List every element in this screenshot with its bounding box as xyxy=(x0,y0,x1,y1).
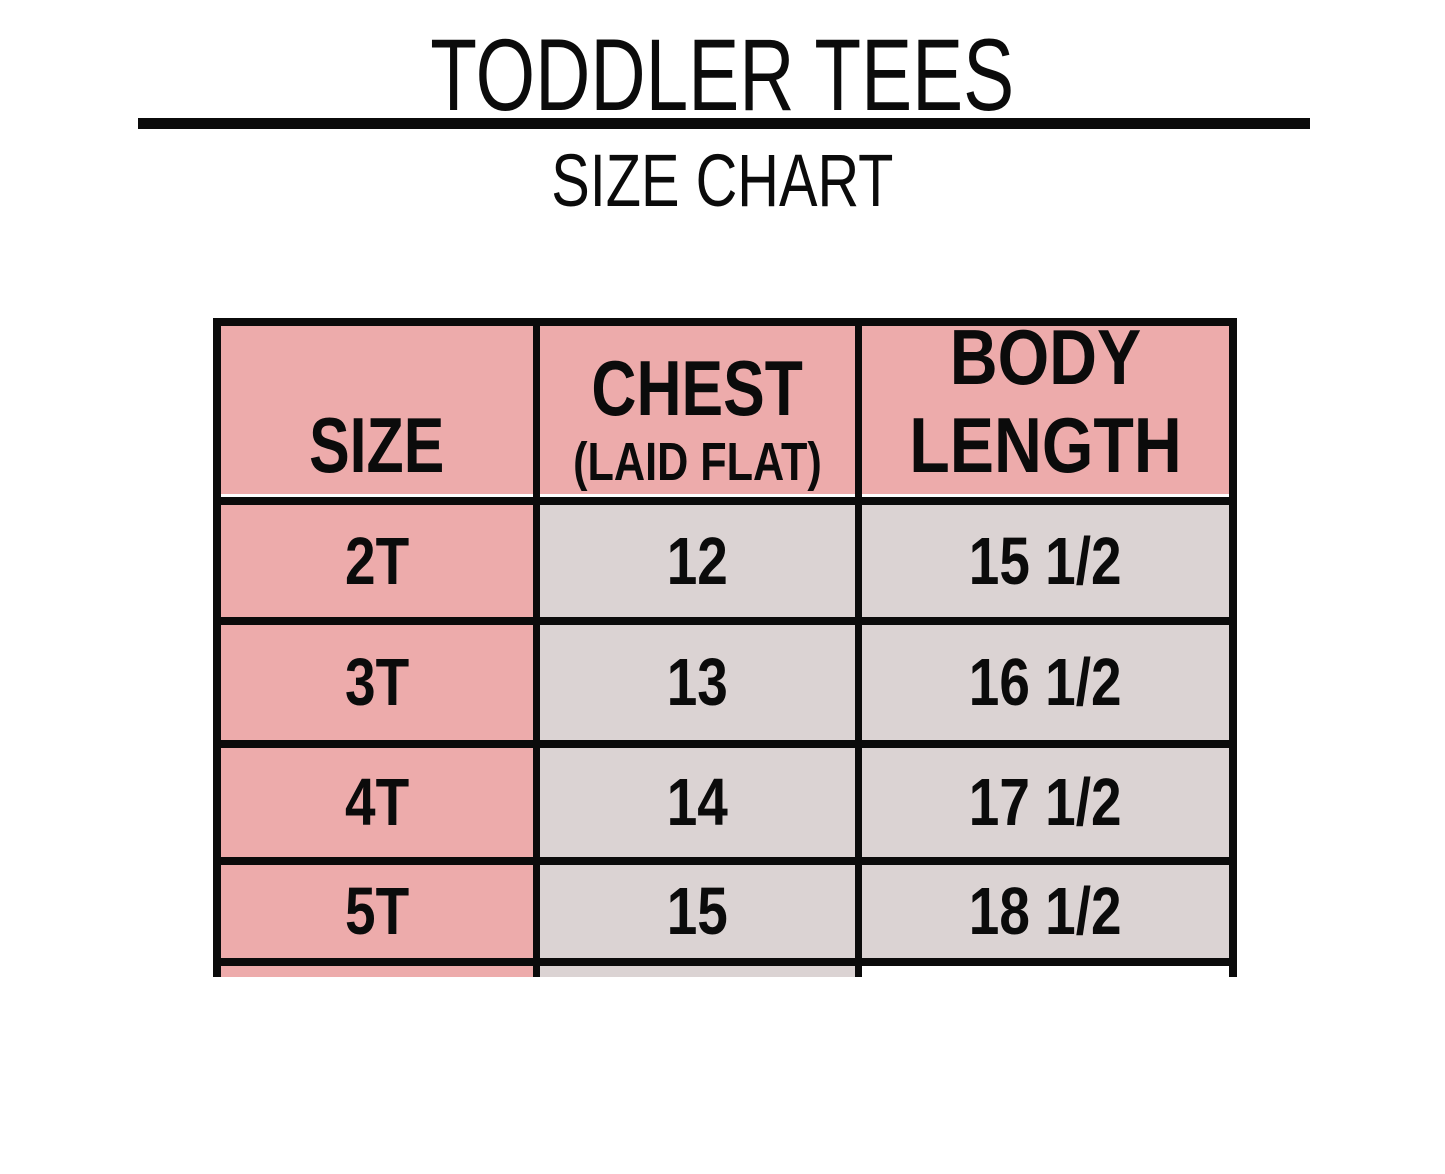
header-cell-body-length: BODY LENGTH xyxy=(855,314,1229,494)
header-label-chest: CHEST xyxy=(591,343,804,432)
table-row-3t: 3T 13 16 1/2 xyxy=(221,617,1229,740)
header-cell-chest: CHEST (LAID FLAT) xyxy=(533,326,855,494)
cropped-row-sliver xyxy=(221,966,1229,977)
table-row-5t: 5T 15 18 1/2 xyxy=(221,857,1229,958)
chest-cell: 12 xyxy=(533,505,855,617)
body-length-cell: 18 1/2 xyxy=(855,865,1229,958)
header-cell-size: SIZE xyxy=(221,326,533,494)
size-cell: 5T xyxy=(221,865,533,958)
chest-cell: 15 xyxy=(533,865,855,958)
size-cell: 4T xyxy=(221,748,533,857)
title-divider-rule xyxy=(138,118,1310,129)
chest-cell: 13 xyxy=(533,625,855,740)
table-row-2t: 2T 12 15 1/2 xyxy=(221,497,1229,617)
header-seam xyxy=(221,494,1229,497)
body-length-cell: 16 1/2 xyxy=(855,625,1229,740)
page-subtitle: SIZE CHART xyxy=(0,144,1445,218)
table-row-4t: 4T 14 17 1/2 xyxy=(221,740,1229,857)
header-label-body-length: BODY LENGTH xyxy=(909,313,1182,489)
size-chart-table: SIZE CHEST (LAID FLAT) BODY LENGTH 2T 12… xyxy=(213,314,1237,977)
page-title-text: TODDLER TEES xyxy=(430,18,1015,132)
body-length-cell: 17 1/2 xyxy=(855,748,1229,857)
page-subtitle-text: SIZE CHART xyxy=(551,139,894,222)
page-title: TODDLER TEES xyxy=(0,24,1445,126)
size-cell: 2T xyxy=(221,505,533,617)
table-header-row: SIZE CHEST (LAID FLAT) BODY LENGTH xyxy=(221,314,1229,494)
body-length-cell: 15 1/2 xyxy=(855,505,1229,617)
header-label-size: SIZE xyxy=(309,400,445,489)
header-note-laid-flat: (LAID FLAT) xyxy=(573,432,822,492)
table-bottom-border xyxy=(221,958,1229,966)
chest-cell: 14 xyxy=(533,748,855,857)
size-cell: 3T xyxy=(221,625,533,740)
